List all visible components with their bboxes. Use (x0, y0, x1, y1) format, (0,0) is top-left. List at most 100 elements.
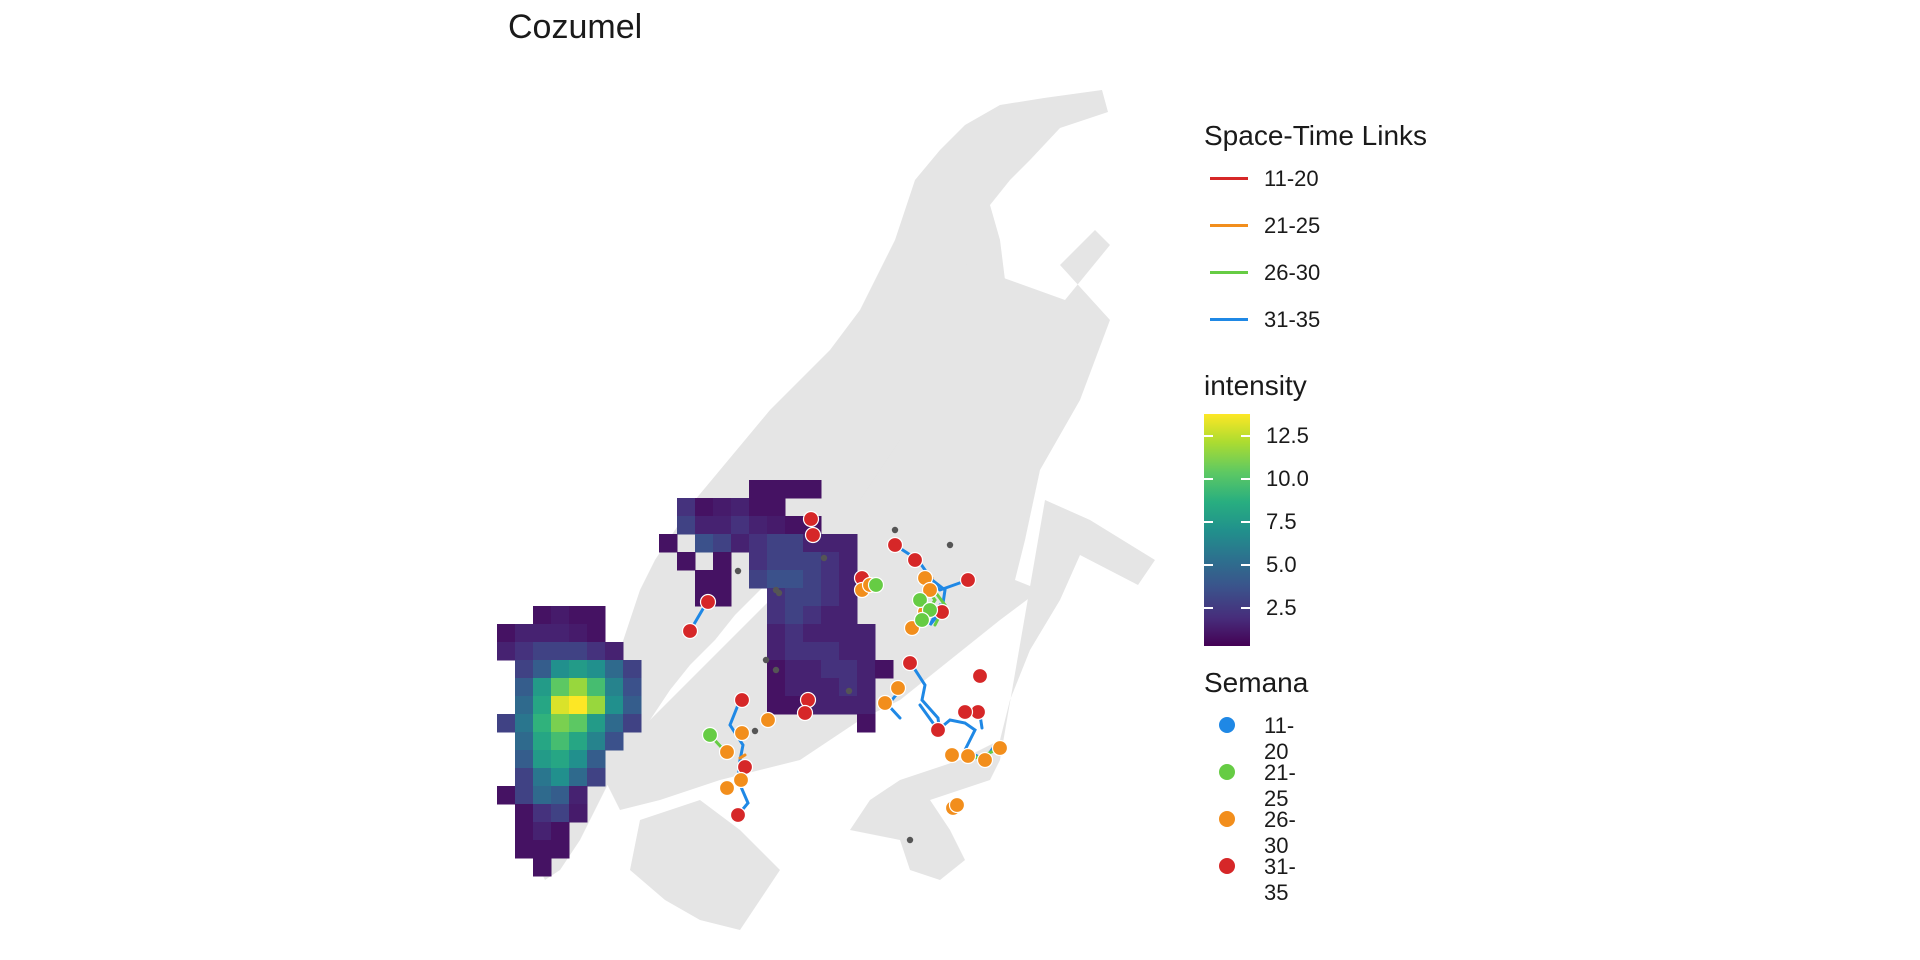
heat-cell (623, 714, 642, 733)
heat-cell (731, 498, 750, 517)
heat-cell (551, 768, 570, 787)
heat-cell (749, 516, 768, 535)
legend-dot-swatch (1219, 764, 1235, 780)
heat-cell (785, 660, 804, 679)
heat-cell (785, 606, 804, 625)
heat-cell (767, 480, 786, 499)
heat-cell (695, 498, 714, 517)
heat-cell (551, 732, 570, 751)
map-title: Cozumel (508, 8, 643, 46)
case-point (867, 576, 885, 594)
case-point (921, 581, 939, 599)
legend-item: 11-20 (1204, 713, 1308, 764)
land-polygon-southeast (850, 500, 1155, 880)
heat-cell (569, 642, 588, 661)
heat-cell (785, 480, 804, 499)
heat-cell (623, 660, 642, 679)
heat-cell (533, 606, 552, 625)
minor-point (891, 526, 899, 534)
heat-cell (803, 588, 822, 607)
heat-cell (569, 804, 588, 823)
case-point (906, 551, 924, 569)
heat-cell (821, 570, 840, 589)
case-point (959, 747, 977, 765)
heat-cell (839, 570, 858, 589)
case-point (802, 510, 820, 528)
intensity-colorbar (1204, 414, 1250, 646)
heat-cell (785, 678, 804, 697)
heat-cell (839, 660, 858, 679)
heat-cell (569, 606, 588, 625)
colorbar-tick-label: 10.0 (1266, 466, 1309, 492)
heat-cell (803, 480, 822, 499)
heat-cell (767, 552, 786, 571)
heat-cell (605, 732, 624, 751)
case-point (718, 779, 736, 797)
heat-cell (695, 534, 714, 553)
legend-dot-swatch (1219, 717, 1235, 733)
heat-cell (497, 786, 516, 805)
heat-cell (551, 840, 570, 859)
case-point (699, 593, 717, 611)
legend-item: 26-30 (1204, 807, 1308, 858)
heat-cell (587, 660, 606, 679)
heat-cell (875, 660, 894, 679)
heat-cell (569, 678, 588, 697)
heat-cell (821, 678, 840, 697)
legend-item-label: 26-30 (1264, 807, 1296, 858)
heat-cell (587, 624, 606, 643)
legend-item: 11-20 (1204, 166, 1427, 213)
case-point (929, 721, 947, 739)
legend-item-label: 11-20 (1264, 713, 1295, 764)
heat-cell (587, 678, 606, 697)
heat-cell (731, 516, 750, 535)
heat-cell (767, 678, 786, 697)
heat-cell (713, 552, 732, 571)
heat-cell (785, 642, 804, 661)
heat-cell (821, 606, 840, 625)
heat-cell (785, 588, 804, 607)
heat-cell (569, 750, 588, 769)
heat-cell (857, 678, 876, 697)
legend-semana: Semana 11-20 21-25 26-30 31-35 (1204, 667, 1308, 905)
heat-cell (749, 480, 768, 499)
legend-line-swatch (1210, 318, 1248, 321)
heat-cell (767, 534, 786, 553)
heat-cell (839, 696, 858, 715)
heat-cell (785, 516, 804, 535)
legend-dot-swatch (1219, 858, 1235, 874)
minor-point (751, 727, 759, 735)
legend-item-label: 31-35 (1264, 307, 1321, 332)
heat-cell (551, 822, 570, 841)
heat-cell (857, 714, 876, 733)
heat-cell (515, 804, 534, 823)
heat-cell (587, 732, 606, 751)
heat-cell (533, 750, 552, 769)
legend-line-swatch (1210, 271, 1248, 274)
heat-cell (587, 768, 606, 787)
minor-point (772, 666, 780, 674)
heat-cell (533, 732, 552, 751)
case-point (913, 611, 931, 629)
heat-cell (533, 858, 552, 877)
heat-cell (551, 642, 570, 661)
colorbar-tick-label: 7.5 (1266, 509, 1297, 535)
heat-cell (821, 696, 840, 715)
heat-cell (623, 678, 642, 697)
heat-cell (713, 516, 732, 535)
minor-point (906, 836, 914, 844)
heat-cell (551, 624, 570, 643)
case-point (889, 679, 907, 697)
heat-cell (515, 678, 534, 697)
intensity-heatmap (497, 480, 894, 877)
heat-cell (803, 678, 822, 697)
heat-cell (713, 570, 732, 589)
heat-cell (839, 534, 858, 553)
heat-cell (767, 498, 786, 517)
heat-cell (569, 768, 588, 787)
heat-cell (533, 840, 552, 859)
heat-cell (839, 588, 858, 607)
heat-cell (533, 786, 552, 805)
heat-cell (695, 570, 714, 589)
